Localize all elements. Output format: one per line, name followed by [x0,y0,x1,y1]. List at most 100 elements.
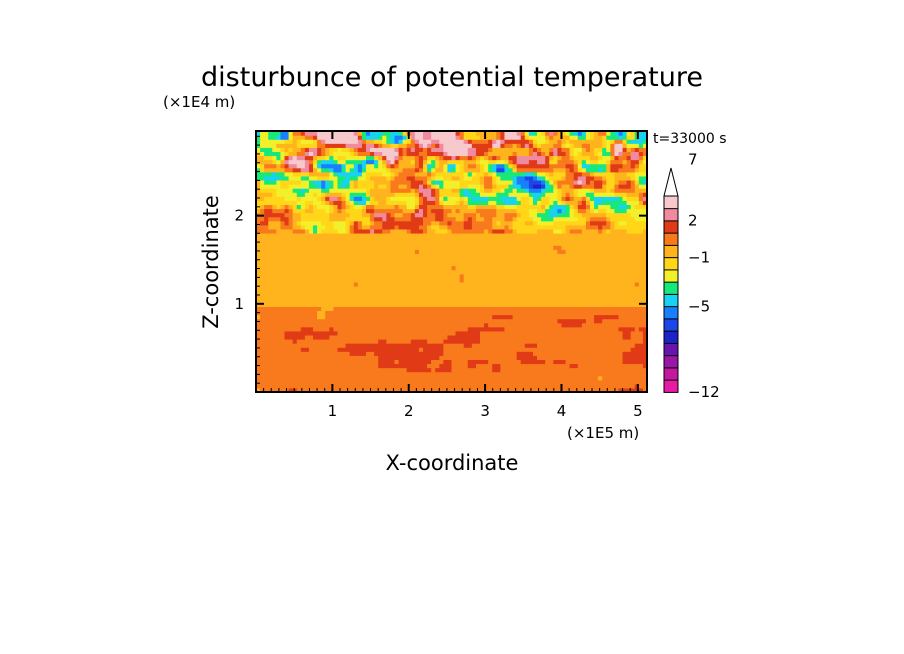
heatmap-cell [357,188,363,193]
heatmap-cell [337,351,343,356]
heatmap-cell [524,375,530,381]
heatmap-cell [553,216,558,222]
heatmap-cell [398,379,404,385]
heatmap-cell [333,351,339,356]
heatmap-cell [357,204,363,210]
heatmap-cell [618,298,624,303]
heatmap-cell [561,277,567,283]
heatmap-cell [598,212,603,218]
heatmap-cell [276,298,282,303]
heatmap-cell [451,306,457,312]
heatmap-cell [353,310,359,316]
heatmap-cell [284,237,290,242]
heatmap-cell [581,212,587,218]
heatmap-cell [304,277,310,283]
heatmap-cell [459,241,465,246]
heatmap-cell [349,334,355,340]
heatmap-cell [386,179,391,185]
heatmap-cell [329,204,334,210]
heatmap-cell [394,253,400,259]
heatmap-cell [292,298,298,303]
heatmap-cell [614,290,620,295]
heatmap-cell [463,314,469,320]
heatmap-cell [585,253,591,259]
heatmap-cell [463,212,469,218]
heatmap-cell [333,245,339,250]
heatmap-cell [284,310,290,316]
heatmap-cell [459,224,465,230]
heatmap-cell [300,216,306,222]
heatmap-cell [565,224,571,230]
heatmap-cell [357,265,363,271]
heatmap-cell [284,318,290,324]
heatmap-cell [304,216,310,222]
heatmap-cell [337,224,343,230]
heatmap-cell [557,220,563,226]
heatmap-cell [333,184,339,189]
heatmap-cell [638,379,644,385]
heatmap-cell [296,383,302,389]
heatmap-cell [553,338,558,344]
heatmap-cell [300,208,306,214]
heatmap-cell [365,322,371,328]
heatmap-cell [585,245,591,250]
heatmap-cell [329,302,334,307]
heatmap-cell [561,212,567,218]
heatmap-cell [382,359,387,365]
heatmap-cell [418,285,424,291]
heatmap-cell [280,371,286,377]
heatmap-cell [496,298,501,303]
heatmap-cell [292,347,298,352]
heatmap-cell [337,232,343,238]
heatmap-cell [622,326,628,332]
heatmap-cell [634,351,640,356]
heatmap-cell [508,265,514,271]
heatmap-cell [541,265,546,271]
heatmap-cell [565,375,571,381]
heatmap-cell [614,200,620,206]
heatmap-cell [589,314,595,320]
heatmap-cell [410,200,416,206]
heatmap-cell [463,298,469,303]
heatmap-cell [329,363,334,369]
heatmap-cell [618,249,624,254]
heatmap-cell [357,257,363,263]
heatmap-cell [268,351,273,356]
heatmap-cell [475,330,481,336]
heatmap-cell [545,343,550,348]
heatmap-cell [321,367,326,373]
heatmap-cell [549,371,554,377]
heatmap-cell [317,387,322,393]
heatmap-cell [573,261,579,267]
heatmap-cell [280,306,286,312]
heatmap-cell [520,208,526,214]
heatmap-cell [439,204,444,210]
heatmap-cell [516,184,522,189]
heatmap-cell [626,326,632,332]
heatmap-cell [296,302,302,307]
heatmap-cell [431,363,436,369]
heatmap-cell [475,375,481,381]
heatmap-cell [451,208,457,214]
heatmap-cell [589,363,595,369]
heatmap-cell [447,379,453,385]
heatmap-cell [451,383,457,389]
heatmap-cell [325,241,330,246]
heatmap-cell [528,343,534,348]
heatmap-cell [365,204,371,210]
heatmap-cell [553,261,558,267]
heatmap-cell [268,269,273,275]
heatmap-cell [520,200,526,206]
heatmap-cell [594,208,599,214]
heatmap-cell [451,338,457,344]
heatmap-cell [427,179,432,185]
heatmap-cell [337,281,343,287]
heatmap-cell [642,285,648,291]
heatmap-cell [435,241,440,246]
heatmap-cell [357,310,363,316]
heatmap-cell [402,273,408,279]
heatmap-cell [447,224,453,230]
heatmap-cell [317,196,322,201]
heatmap-cell [276,318,282,324]
heatmap-cell [585,192,591,197]
